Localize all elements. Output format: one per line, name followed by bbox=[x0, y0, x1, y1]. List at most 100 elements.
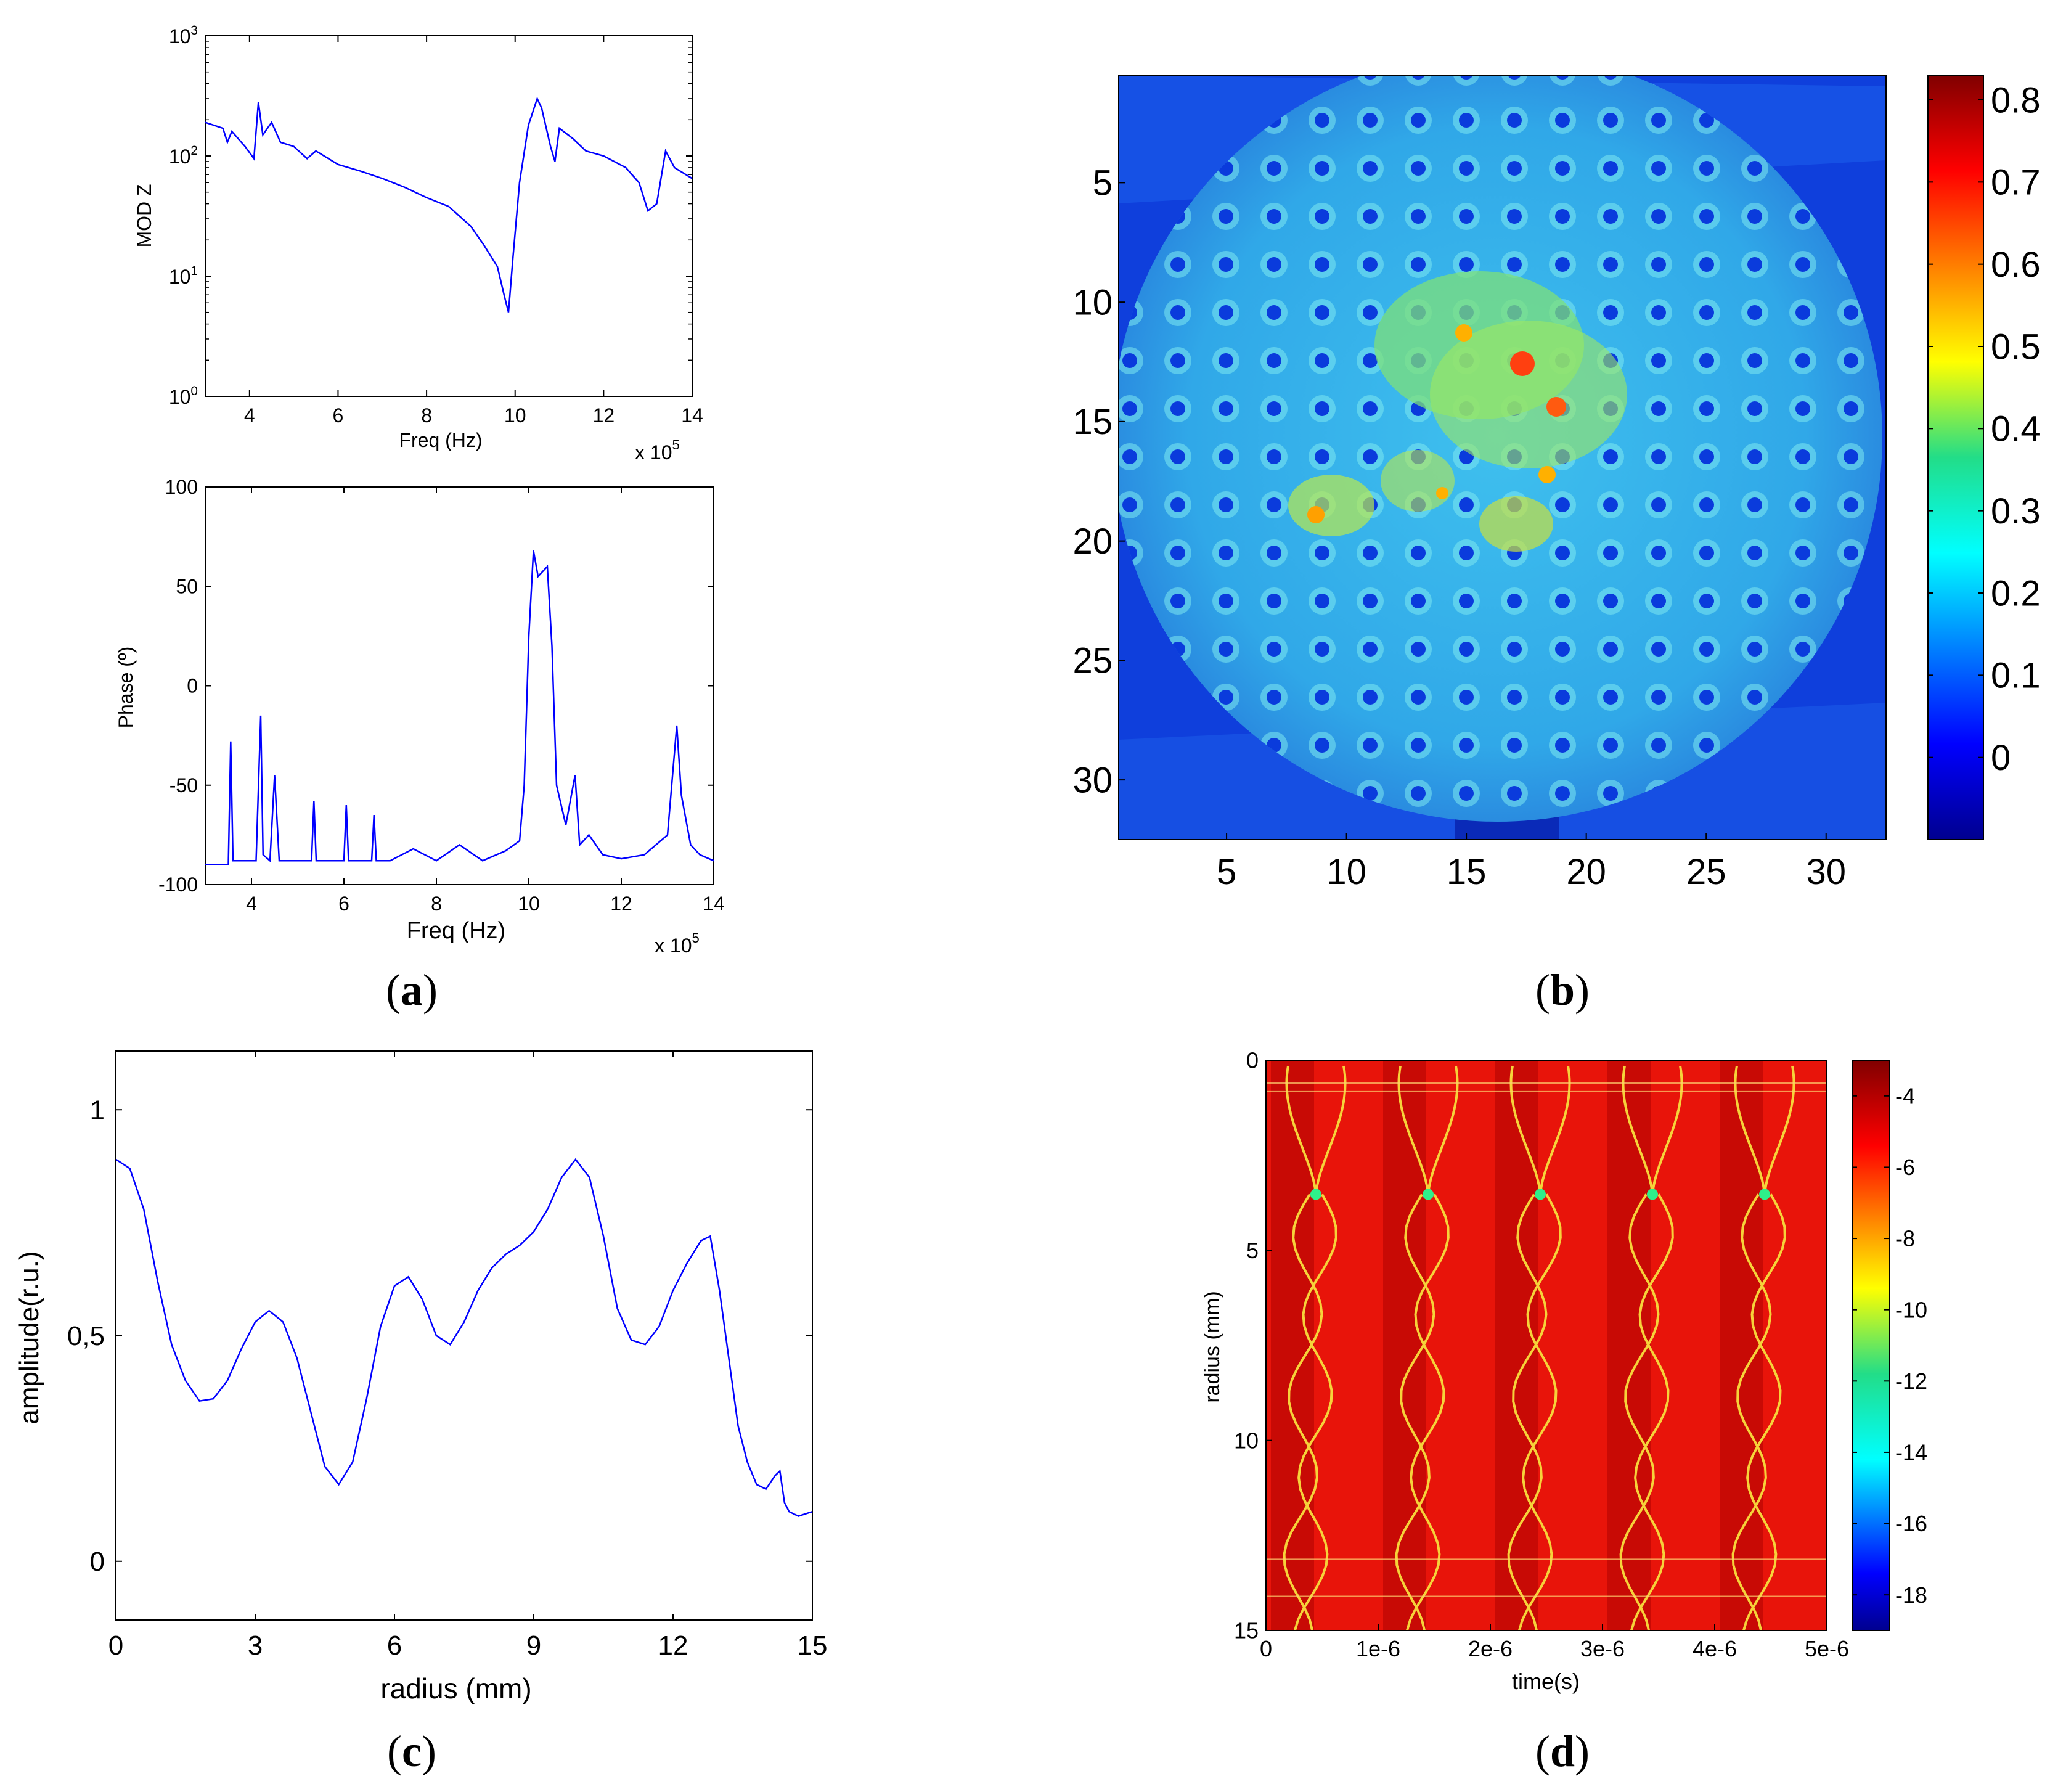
hotspot bbox=[1546, 397, 1566, 417]
minimum-line bbox=[1509, 1065, 1541, 1195]
chart-heatmap-disc: 5 10 15 20 25 30 5 10 15 20 25 30 0 0.1 0.2 0.3 0.4 0.5 0… bbox=[1072, 75, 2041, 892]
hotspot bbox=[1436, 487, 1448, 499]
panel-label-d: (d) bbox=[1535, 1727, 1590, 1776]
crossing-point bbox=[1535, 1189, 1546, 1200]
x-multiplier-text: x 10 bbox=[635, 441, 672, 464]
y-tick-exp: 2 bbox=[190, 144, 198, 158]
y-tick-label: 0 bbox=[1246, 1048, 1259, 1073]
panel-label-b: (b) bbox=[1535, 965, 1590, 1015]
x-tick-label: 20 bbox=[1566, 852, 1606, 892]
hotspot bbox=[1510, 351, 1535, 376]
y-tick-label: 101 bbox=[169, 264, 198, 288]
x-tick-label: 14 bbox=[703, 893, 725, 915]
colorbar-tick-label: -16 bbox=[1895, 1511, 1927, 1536]
minimum-line bbox=[1427, 1065, 1459, 1195]
x-tick-label: 10 bbox=[504, 404, 526, 427]
minimum-line bbox=[1622, 1065, 1654, 1195]
x-tick-label: 10 bbox=[518, 893, 540, 915]
minimum-line bbox=[1651, 1065, 1683, 1195]
y-tick-label: 100 bbox=[165, 476, 198, 498]
y-tick-label: 0 bbox=[90, 1547, 105, 1577]
y-tick-label: 5 bbox=[1246, 1238, 1259, 1263]
y-tick-label: 10 bbox=[1072, 282, 1113, 322]
minimum-line bbox=[1517, 1193, 1562, 1630]
colorbar-tick-label: 0.3 bbox=[1991, 491, 2041, 531]
y-tick-label: 0,5 bbox=[67, 1321, 105, 1351]
heatmap-image bbox=[1266, 1060, 1827, 1630]
heatmap-image bbox=[1119, 75, 1886, 840]
colorbar-tick-label: 0 bbox=[1991, 738, 2011, 778]
x-axis-label: Freq (Hz) bbox=[399, 429, 482, 451]
minimum-line bbox=[1763, 1065, 1795, 1195]
colorbar bbox=[1852, 1060, 1890, 1631]
y-axis-label: MOD Z bbox=[133, 184, 155, 247]
y-tick-label: 5 bbox=[1093, 163, 1113, 203]
minimum-line bbox=[1293, 1193, 1337, 1630]
minimum-line bbox=[1734, 1065, 1766, 1195]
y-tick-label: 25 bbox=[1072, 641, 1113, 681]
x-tick-label: 3e-6 bbox=[1580, 1636, 1625, 1661]
crossing-point bbox=[1647, 1189, 1658, 1200]
y-tick-label: 15 bbox=[1072, 402, 1113, 442]
x-tick-label: 25 bbox=[1686, 852, 1726, 892]
colorbar-tick-label: 0.7 bbox=[1991, 163, 2041, 203]
y-tick-label: 30 bbox=[1072, 760, 1113, 800]
minimum-line bbox=[1731, 1193, 1772, 1630]
minimum-line bbox=[1283, 1193, 1323, 1630]
x-tick-label: 9 bbox=[526, 1630, 541, 1661]
x-tick-label: 12 bbox=[593, 404, 615, 427]
y-tick-exp: 0 bbox=[190, 384, 198, 398]
x-multiplier-exp: 5 bbox=[672, 437, 679, 452]
y-tick-label: -100 bbox=[158, 873, 198, 896]
y-tick-label: 50 bbox=[176, 575, 198, 597]
y-tick-label: 10 bbox=[1234, 1428, 1259, 1453]
amplitude-line bbox=[115, 1158, 813, 1517]
minimum-line bbox=[1742, 1193, 1786, 1630]
colorbar-tick-label: -14 bbox=[1895, 1440, 1927, 1465]
minimum-line bbox=[1285, 1065, 1317, 1195]
colorbar-tick-label: 0.5 bbox=[1991, 327, 2041, 367]
x-tick-label: 3 bbox=[248, 1630, 263, 1661]
x-tick-label: 10 bbox=[1326, 852, 1366, 892]
colorbar-tick-label: -10 bbox=[1895, 1297, 1927, 1322]
x-tick-label: 6 bbox=[338, 893, 349, 915]
minimum-line bbox=[1315, 1065, 1347, 1195]
phase-line bbox=[205, 550, 714, 866]
y-tick-label: 102 bbox=[169, 144, 198, 168]
x-tick-label: 12 bbox=[658, 1630, 688, 1661]
colorbar-tick-label: -12 bbox=[1895, 1369, 1927, 1394]
x-axis-label: time(s) bbox=[1512, 1669, 1580, 1694]
y-tick-label: 20 bbox=[1072, 522, 1113, 562]
x-tick-label: 6 bbox=[387, 1630, 402, 1661]
colorbar-tick-label: 0.2 bbox=[1991, 573, 2041, 613]
x-tick-label: 0 bbox=[108, 1630, 123, 1661]
minimum-line bbox=[1619, 1193, 1660, 1630]
panel-label-c: (c) bbox=[387, 1727, 436, 1776]
y-tick-label: 100 bbox=[169, 384, 198, 408]
colorbar-tick-label: 0.1 bbox=[1991, 656, 2041, 696]
x-tick-label: 4e-6 bbox=[1693, 1636, 1737, 1661]
colorbar-tick-label: -4 bbox=[1895, 1083, 1915, 1108]
y-tick-base: 10 bbox=[169, 25, 191, 47]
x-tick-label: 15 bbox=[1447, 852, 1487, 892]
x-tick-label: 4 bbox=[244, 404, 255, 427]
minimum-line bbox=[1405, 1193, 1450, 1630]
colorbar bbox=[1927, 75, 1984, 840]
y-tick-label: 1 bbox=[90, 1095, 105, 1126]
x-tick-label: 5 bbox=[1217, 852, 1236, 892]
plot-frame bbox=[205, 486, 714, 885]
y-tick-base: 10 bbox=[169, 266, 191, 288]
colorbar-tick-label: -6 bbox=[1895, 1155, 1915, 1180]
x-tick-label: 4 bbox=[246, 893, 257, 915]
x-tick-label: 0 bbox=[1260, 1636, 1272, 1661]
minimum-line bbox=[1539, 1065, 1571, 1195]
crossing-point bbox=[1759, 1189, 1770, 1200]
hotspot bbox=[1455, 324, 1472, 342]
colorbar-tick-label: -18 bbox=[1895, 1582, 1927, 1608]
panel-label-a: (a) bbox=[386, 965, 438, 1015]
x-tick-label: 5e-6 bbox=[1805, 1636, 1849, 1661]
x-multiplier-text: x 10 bbox=[655, 935, 692, 957]
x-multiplier: x 105 bbox=[655, 930, 700, 957]
